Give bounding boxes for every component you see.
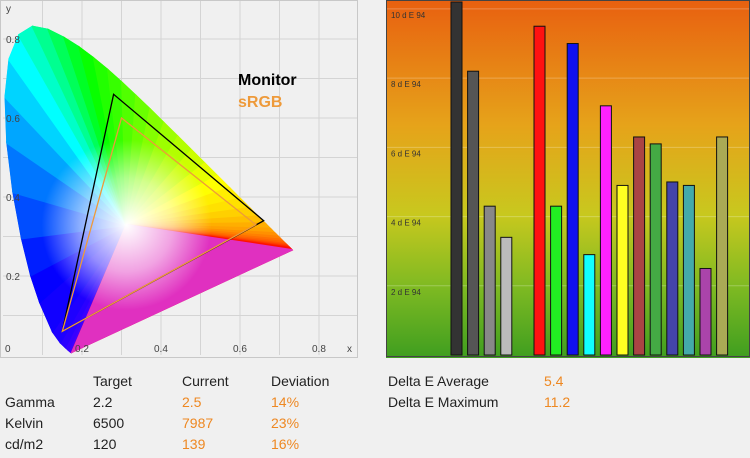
- delta-e-bar: [500, 236, 513, 356]
- luminance-deviation: 16%: [271, 436, 300, 452]
- x-tick-label: 0.2: [75, 344, 89, 355]
- cie-axes: 0.2 0.4 0.6 0.8 0.2 0.4 0.6 0.8 0 x y: [5, 4, 352, 355]
- delta-e-maximum-label: Delta E Maximum: [388, 394, 499, 410]
- x-axis-label: x: [347, 344, 352, 355]
- gamma-target: 2.2: [93, 394, 113, 410]
- delta-e-maximum-value: 11.2: [544, 394, 571, 410]
- gamma-current: 2.5: [182, 394, 202, 410]
- delta-e-bar: [682, 184, 695, 356]
- x-tick-label: 0.4: [154, 344, 168, 355]
- delta-e-bar: [666, 181, 679, 356]
- delta-e-bar: [649, 143, 662, 356]
- delta-e-bar-chart: 2 d E 94 4 d E 94 6 d E 94 8 d E 94 10 d E 9…: [386, 0, 750, 358]
- row-label-gamma: Gamma: [5, 394, 55, 410]
- delta-e-bar: [533, 25, 546, 356]
- delta-e-bar: [599, 105, 612, 356]
- delta-e-bar: [699, 267, 712, 356]
- y-tick-label: 4 d E 94: [391, 219, 421, 228]
- calibration-table: Target Current Deviation Gamma 2.2 2.5 1…: [0, 370, 380, 458]
- delta-e-summary: Delta E Average 5.4 Delta E Maximum 11.2: [386, 370, 750, 416]
- y-tick-label: 0.8: [6, 35, 20, 46]
- delta-e-bar: [616, 184, 629, 356]
- delta-e-bar: [483, 205, 496, 356]
- y-tick-label: 0.6: [6, 114, 20, 125]
- delta-e-bar: [566, 43, 579, 356]
- row-label-kelvin: Kelvin: [5, 415, 44, 431]
- x-tick-label: 0.8: [312, 344, 326, 355]
- y-tick-label: 8 d E 94: [391, 80, 421, 89]
- y-axis-label: y: [6, 4, 11, 15]
- delta-e-bar: [716, 136, 729, 356]
- y-tick-label: 0.2: [6, 272, 20, 283]
- delta-e-bar: [450, 1, 463, 356]
- delta-e-average-value: 5.4: [544, 373, 564, 389]
- luminance-current: 139: [182, 436, 206, 452]
- legend-srgb: sRGB: [238, 94, 282, 111]
- gamut-triangle-srgb: [61, 116, 257, 333]
- delta-e-bar: [550, 205, 563, 356]
- delta-e-bar: [467, 70, 480, 356]
- cie-chromaticity-chart: 0.2 0.4 0.6 0.8 0.2 0.4 0.6 0.8 0 x y Monitor sRGB: [0, 0, 358, 358]
- kelvin-target: 6500: [93, 415, 125, 431]
- spectral-locus: [4, 25, 294, 354]
- delta-e-bar: [583, 254, 596, 356]
- header-deviation: Deviation: [271, 373, 330, 389]
- delta-e-average-label: Delta E Average: [388, 373, 489, 389]
- y-tick-label: 0.4: [6, 193, 20, 204]
- row-label-luminance: cd/m2: [5, 436, 44, 452]
- luminance-target: 120: [93, 436, 117, 452]
- y-tick-label: 10 d E 94: [391, 11, 426, 20]
- kelvin-current: 7987: [182, 415, 214, 431]
- y-tick-label: 6 d E 94: [391, 149, 421, 158]
- delta-e-bar: [633, 136, 646, 356]
- x-tick-label: 0.6: [233, 344, 247, 355]
- header-current: Current: [182, 373, 229, 389]
- header-target: Target: [93, 373, 132, 389]
- y-tick-label: 2 d E 94: [391, 288, 421, 297]
- origin-label: 0: [5, 344, 11, 355]
- gamma-deviation: 14%: [271, 394, 300, 410]
- legend-monitor: Monitor: [238, 72, 297, 89]
- kelvin-deviation: 23%: [271, 415, 300, 431]
